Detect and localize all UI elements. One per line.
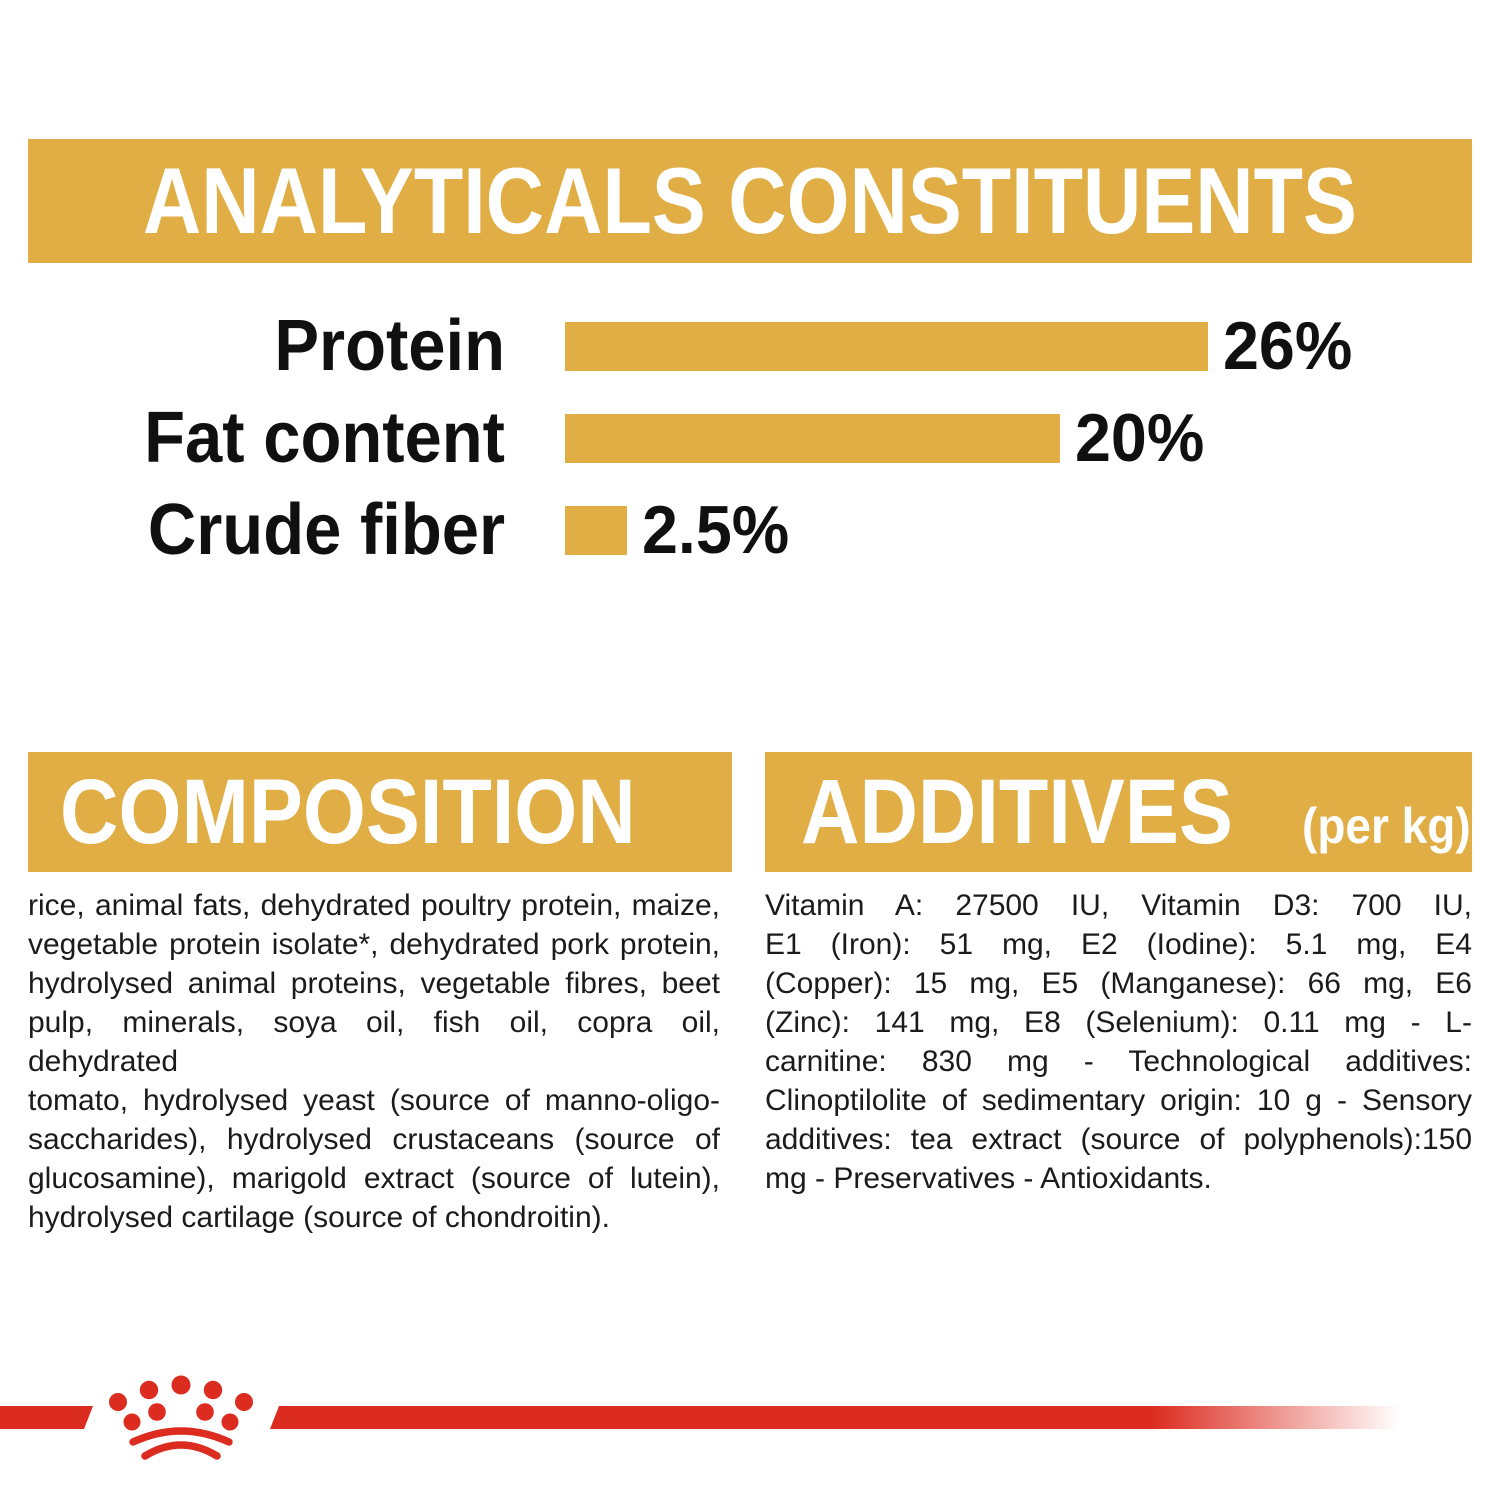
- bar-label-fat-content: Fat content: [144, 398, 505, 478]
- additives-subtitle: (per kg): [1301, 798, 1471, 854]
- bar-label-crude-fiber: Crude fiber: [147, 490, 505, 570]
- composition-text: rice, animal fats, dehydrated poultry pr…: [28, 886, 720, 1237]
- text-line: hydrolysed cartilage (source of chondroi…: [28, 1201, 610, 1234]
- text-line: additives: tea extract (source of polyph…: [765, 1123, 1472, 1156]
- text-line: carnitine: 830 mg - Technological additi…: [765, 1045, 1472, 1078]
- composition-title: COMPOSITION: [60, 761, 636, 863]
- analytical-constituents-chart: Protein 26% Fat content 20% Crude fiber 2.5%: [0, 300, 1500, 576]
- text-line: mg - Preservatives - Antioxidants.: [765, 1162, 1212, 1195]
- divider-line-left: [0, 1406, 93, 1429]
- bar-value-fat-content: 20%: [1075, 400, 1205, 476]
- text-line: rice, animal fats, dehydrated poultry pr…: [28, 889, 720, 922]
- chart-row-protein: Protein 26%: [0, 300, 1500, 392]
- bar-value-crude-fiber: 2.5%: [642, 492, 790, 568]
- text-line: Clinoptilolite of sedimentary origin: 10…: [765, 1084, 1472, 1117]
- page-title: ANALYTICALS CONSTITUENTS: [142, 148, 1358, 253]
- additives-text: Vitamin A: 27500 IU, Vitamin D3: 700 IU,…: [765, 886, 1472, 1198]
- chart-row-crude-fiber: Crude fiber 2.5%: [0, 484, 1500, 576]
- additives-title-group: ADDITIVES (per kg): [801, 752, 1485, 872]
- divider-line-right: [270, 1406, 1400, 1429]
- text-line: (Zinc): 141 mg, E8 (Selenium): 0.11 mg -…: [765, 1006, 1472, 1039]
- text-line: Vitamin A: 27500 IU, Vitamin D3: 700 IU,: [765, 889, 1472, 922]
- bar-value-protein: 26%: [1223, 308, 1353, 384]
- text-line: saccharides), hydrolysed crustaceans (so…: [28, 1123, 720, 1156]
- text-line: glucosamine), marigold extract (source o…: [28, 1162, 720, 1195]
- text-line: (Copper): 15 mg, E5 (Manganese): 66 mg, …: [765, 967, 1472, 1000]
- text-line: pulp, minerals, soya oil, fish oil, copr…: [28, 1006, 720, 1078]
- bar-fat-content: [565, 413, 1060, 463]
- royal-canin-crown-icon: [109, 1375, 253, 1460]
- text-line: tomato, hydrolysed yeast (source of mann…: [28, 1084, 720, 1117]
- composition-banner: COMPOSITION: [28, 752, 732, 872]
- additives-title: ADDITIVES: [801, 761, 1233, 863]
- chart-row-fat-content: Fat content 20%: [0, 392, 1500, 484]
- bar-protein: [565, 321, 1208, 371]
- text-line: hydrolysed animal proteins, vegetable fi…: [28, 967, 720, 1000]
- text-line: E1 (Iron): 51 mg, E2 (Iodine): 5.1 mg, E…: [765, 928, 1472, 961]
- text-line: vegetable protein isolate*, dehydrated p…: [28, 928, 720, 961]
- bar-label-protein: Protein: [274, 306, 505, 386]
- additives-banner: ADDITIVES (per kg): [765, 752, 1472, 872]
- analytical-constituents-banner: ANALYTICALS CONSTITUENTS: [28, 139, 1472, 263]
- bar-crude-fiber: [565, 505, 627, 555]
